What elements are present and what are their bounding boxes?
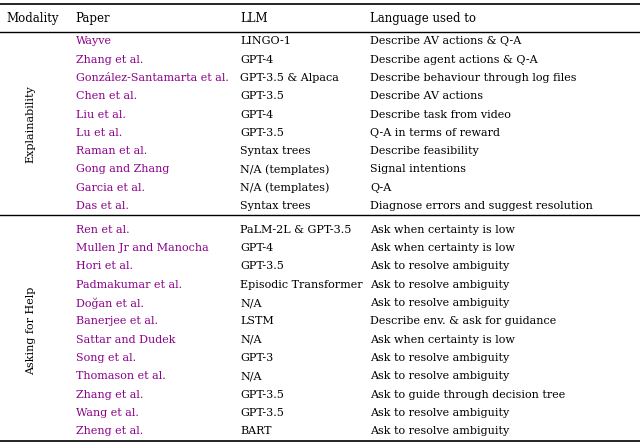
- Text: Thomason et al.: Thomason et al.: [76, 372, 165, 381]
- Text: Das et al.: Das et al.: [76, 201, 129, 211]
- Text: LINGO-1: LINGO-1: [240, 36, 291, 46]
- Text: Q-A in terms of reward: Q-A in terms of reward: [370, 128, 500, 138]
- Text: Lu et al.: Lu et al.: [76, 128, 122, 138]
- Text: LLM: LLM: [240, 12, 268, 25]
- Text: Sattar and Dudek: Sattar and Dudek: [76, 335, 175, 345]
- Text: N/A (templates): N/A (templates): [240, 164, 330, 175]
- Text: Garcia et al.: Garcia et al.: [76, 183, 145, 193]
- Text: Ask to resolve ambiguity: Ask to resolve ambiguity: [370, 408, 509, 418]
- Text: Describe task from video: Describe task from video: [370, 109, 511, 120]
- Text: BART: BART: [240, 426, 271, 437]
- Text: Episodic Transformer: Episodic Transformer: [240, 280, 363, 290]
- Text: Ask to resolve ambiguity: Ask to resolve ambiguity: [370, 262, 509, 271]
- Text: Song et al.: Song et al.: [76, 353, 136, 363]
- Text: Zhang et al.: Zhang et al.: [76, 55, 143, 65]
- Text: Ask when certainty is low: Ask when certainty is low: [370, 225, 515, 235]
- Text: Gong and Zhang: Gong and Zhang: [76, 165, 169, 174]
- Text: Ask to resolve ambiguity: Ask to resolve ambiguity: [370, 426, 509, 437]
- Text: Ask to guide through decision tree: Ask to guide through decision tree: [370, 390, 565, 400]
- Text: Describe AV actions & Q-A: Describe AV actions & Q-A: [370, 36, 521, 46]
- Text: PaLM-2L & GPT-3.5: PaLM-2L & GPT-3.5: [240, 225, 351, 235]
- Text: Q-A: Q-A: [370, 183, 391, 193]
- Text: Mullen Jr and Manocha: Mullen Jr and Manocha: [76, 243, 208, 253]
- Text: LSTM: LSTM: [240, 316, 274, 327]
- Text: Ask to resolve ambiguity: Ask to resolve ambiguity: [370, 298, 509, 308]
- Text: Describe AV actions: Describe AV actions: [370, 91, 483, 101]
- Text: Signal intentions: Signal intentions: [370, 165, 466, 174]
- Text: González-Santamarta et al.: González-Santamarta et al.: [76, 73, 228, 83]
- Text: Asking for Help: Asking for Help: [26, 287, 36, 375]
- Text: Explainability: Explainability: [26, 85, 36, 162]
- Text: Describe feasibility: Describe feasibility: [370, 146, 479, 156]
- Text: GPT-3.5: GPT-3.5: [240, 262, 284, 271]
- Text: GPT-3.5: GPT-3.5: [240, 408, 284, 418]
- Text: N/A: N/A: [240, 298, 262, 308]
- Text: Ask when certainty is low: Ask when certainty is low: [370, 335, 515, 345]
- Text: Diagnose errors and suggest resolution: Diagnose errors and suggest resolution: [370, 201, 593, 211]
- Text: GPT-3: GPT-3: [240, 353, 273, 363]
- Text: Paper: Paper: [76, 12, 110, 25]
- Text: Doğan et al.: Doğan et al.: [76, 297, 143, 309]
- Text: Ren et al.: Ren et al.: [76, 225, 129, 235]
- Text: GPT-4: GPT-4: [240, 55, 273, 65]
- Text: Ask to resolve ambiguity: Ask to resolve ambiguity: [370, 280, 509, 290]
- Text: Ask to resolve ambiguity: Ask to resolve ambiguity: [370, 353, 509, 363]
- Text: Describe env. & ask for guidance: Describe env. & ask for guidance: [370, 316, 556, 327]
- Text: Zhang et al.: Zhang et al.: [76, 390, 143, 400]
- Text: Describe agent actions & Q-A: Describe agent actions & Q-A: [370, 55, 538, 65]
- Text: Zheng et al.: Zheng et al.: [76, 426, 143, 437]
- Text: GPT-3.5 & Alpaca: GPT-3.5 & Alpaca: [240, 73, 339, 83]
- Text: GPT-4: GPT-4: [240, 243, 273, 253]
- Text: Wang et al.: Wang et al.: [76, 408, 138, 418]
- Text: Wayve: Wayve: [76, 36, 111, 46]
- Text: Chen et al.: Chen et al.: [76, 91, 137, 101]
- Text: Banerjee et al.: Banerjee et al.: [76, 316, 157, 327]
- Text: Language used to: Language used to: [370, 12, 476, 25]
- Text: Syntax trees: Syntax trees: [240, 201, 310, 211]
- Text: GPT-4: GPT-4: [240, 109, 273, 120]
- Text: GPT-3.5: GPT-3.5: [240, 128, 284, 138]
- Text: Ask to resolve ambiguity: Ask to resolve ambiguity: [370, 372, 509, 381]
- Text: N/A: N/A: [240, 372, 262, 381]
- Text: Padmakumar et al.: Padmakumar et al.: [76, 280, 182, 290]
- Text: GPT-3.5: GPT-3.5: [240, 390, 284, 400]
- Text: GPT-3.5: GPT-3.5: [240, 91, 284, 101]
- Text: Describe behaviour through log files: Describe behaviour through log files: [370, 73, 577, 83]
- Text: Ask when certainty is low: Ask when certainty is low: [370, 243, 515, 253]
- Text: Liu et al.: Liu et al.: [76, 109, 125, 120]
- Text: N/A: N/A: [240, 335, 262, 345]
- Text: N/A (templates): N/A (templates): [240, 182, 330, 193]
- Text: Raman et al.: Raman et al.: [76, 146, 147, 156]
- Text: Hori et al.: Hori et al.: [76, 262, 132, 271]
- Text: Modality: Modality: [6, 12, 59, 25]
- Text: Syntax trees: Syntax trees: [240, 146, 310, 156]
